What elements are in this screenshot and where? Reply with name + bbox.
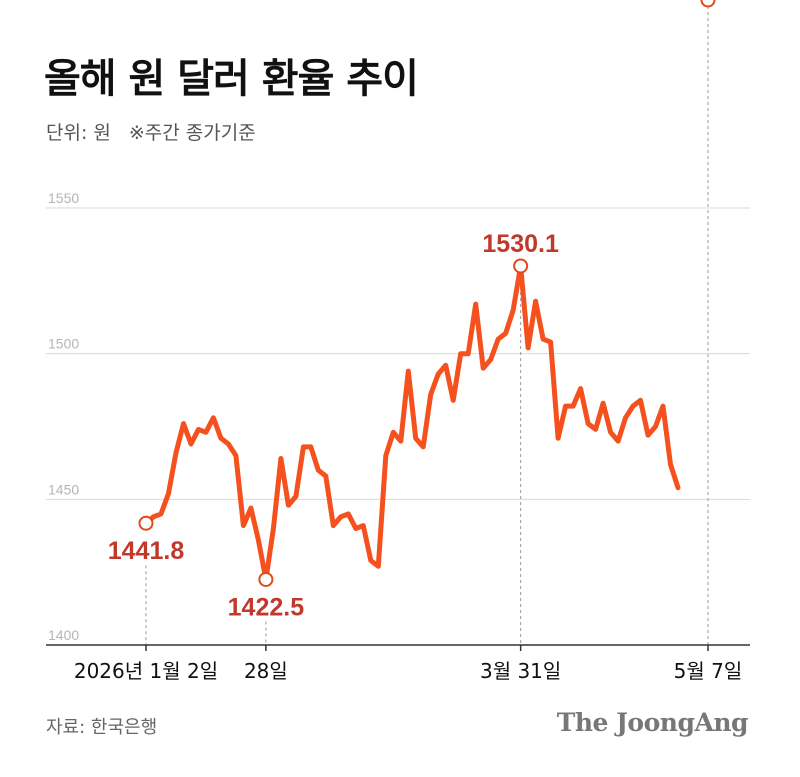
data-label: 1422.5	[228, 593, 305, 621]
unit-label: 단위: 원	[46, 122, 111, 144]
x-tick-label: 3월 31일	[480, 659, 561, 683]
y-tick-label: 1500	[48, 336, 79, 352]
chart-subtitle: 단위: 원 ※주간 종가기준	[46, 118, 256, 145]
grid-lines	[46, 207, 750, 500]
brand-logo: The JoongAng	[556, 708, 749, 737]
annotation-markers	[138, 0, 716, 587]
data-point-marker	[138, 515, 154, 531]
x-axis: 2026년 1월 2일 28일 3월 31일 5월 7일	[46, 644, 750, 683]
y-tick-label: 1400	[48, 627, 79, 643]
chart-title: 올해 원 달러 환율 추이	[44, 56, 419, 102]
y-axis-ticks: 1400 1450 1500 1550	[48, 190, 79, 643]
annotation-labels: 1441.8 1422.5 1530.1 1454	[108, 0, 736, 621]
x-tick-label: 2026년 1월 2일	[74, 659, 218, 683]
x-tick-label: 28일	[244, 659, 288, 683]
data-label: 1530.1	[482, 230, 559, 258]
series-line-group	[143, 263, 681, 582]
data-point-marker	[700, 0, 716, 8]
basis-note: ※주간 종가기준	[128, 122, 256, 144]
x-tick-label: 5월 7일	[674, 659, 743, 683]
data-point-marker	[513, 258, 529, 274]
data-point-marker	[258, 571, 274, 587]
series-line	[143, 263, 681, 582]
y-tick-label: 1550	[48, 190, 79, 206]
annotation-guides	[145, 0, 709, 645]
data-label: 1441.8	[108, 537, 185, 565]
y-tick-label: 1450	[48, 481, 79, 497]
source-credit: 자료: 한국은행	[46, 717, 158, 738]
data-label: 1454	[680, 0, 736, 6]
